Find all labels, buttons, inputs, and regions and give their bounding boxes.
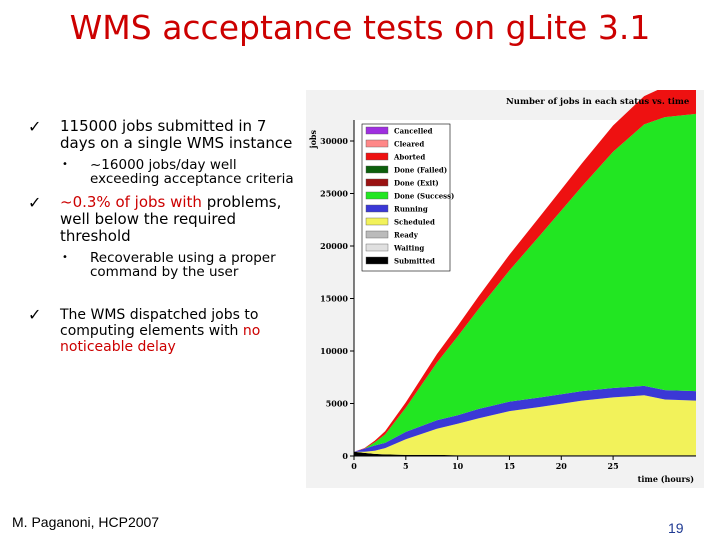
legend-swatch — [365, 191, 389, 200]
area-submitted — [354, 451, 696, 456]
sub-bullet-recoverable: • Recoverable using a proper command by … — [28, 251, 303, 279]
area-running — [354, 385, 696, 452]
x-tick-label: 10 — [452, 461, 464, 471]
y-axis-label: jobs — [308, 130, 318, 150]
sub-bullet-text: Recoverable using a proper command by th… — [90, 250, 276, 280]
x-axis-label: time (hours) — [638, 474, 695, 484]
x-tick-label: 25 — [608, 461, 619, 471]
y-tick-label: 20000 — [320, 241, 348, 251]
area-scheduled — [354, 395, 696, 456]
sub-bullet-text-b: exceeding acceptance criteria — [90, 171, 294, 187]
page-number: 19 — [668, 520, 684, 536]
legend-swatch — [365, 165, 389, 174]
legend-swatch — [365, 139, 389, 148]
bullet-text-red: ~0.3% of jobs with — [60, 193, 202, 211]
x-tick-label: 0 — [351, 461, 357, 471]
y-tick-label: 25000 — [320, 189, 348, 199]
legend-label: Cancelled — [394, 127, 433, 136]
legend-swatch — [365, 126, 389, 135]
axes: 0 5000 10000 15000 20000 25000 30000 0 5 10 15 20 25 — [320, 120, 696, 471]
legend-label: Scheduled — [394, 218, 435, 227]
legend-label: Submitted — [394, 257, 435, 266]
legend-swatch — [365, 152, 389, 161]
legend-swatch — [365, 230, 389, 239]
y-tick-label: 10000 — [320, 346, 348, 356]
footer-author: M. Paganoni, HCP2007 — [12, 514, 160, 530]
bullet-text: 115000 jobs submitted in 7 days on a sin… — [60, 117, 293, 152]
legend-label: Done (Exit) — [394, 179, 439, 188]
legend-swatch — [365, 178, 389, 187]
legend-swatch — [365, 217, 389, 226]
y-tick-label: 0 — [342, 451, 348, 461]
check-icon: ✓ — [28, 305, 42, 324]
bullet-jobs-submitted: ✓ 115000 jobs submitted in 7 days on a s… — [28, 118, 303, 152]
bullet-dot-icon: • — [62, 159, 68, 170]
y-tick-label: 15000 — [320, 294, 348, 304]
legend: Cancelled Cleared Aborted Done (Failed) Done… — [361, 123, 454, 272]
area-layers — [354, 90, 696, 456]
sub-bullet-jobs-per-day: • ~16000 jobs/day well exceeding accepta… — [28, 158, 303, 186]
bullet-text-red: no noticeable delay — [60, 323, 261, 355]
y-tick-label: 30000 — [320, 136, 348, 146]
chart-title: Number of jobs in each status vs. time — [506, 97, 690, 107]
legend-label: Running — [394, 205, 428, 214]
x-tick-label: 5 — [403, 461, 409, 471]
bullet-dispatch: ✓ The WMS dispatched jobs to computing e… — [28, 305, 303, 356]
check-icon: ✓ — [28, 193, 42, 212]
legend-label: Waiting — [393, 244, 424, 253]
bullet-jobs-problems: ✓ ~0.3% of jobs with problems, well belo… — [28, 194, 303, 245]
area-done-success — [354, 113, 696, 452]
y-tick-label: 5000 — [326, 399, 349, 409]
legend-label: Cleared — [394, 140, 424, 149]
legend-label: Aborted — [393, 153, 425, 162]
bullet-dot-icon: • — [62, 252, 68, 263]
x-tick-label: 20 — [556, 461, 568, 471]
job-status-chart: 0 5000 10000 15000 20000 25000 30000 0 5 10 15 20 25… — [306, 90, 704, 488]
sub-bullet-text-a: ~16000 jobs/day well — [90, 157, 237, 173]
legend-swatch — [365, 243, 389, 252]
x-tick-label: 15 — [504, 461, 515, 471]
bullet-list: ✓ 115000 jobs submitted in 7 days on a s… — [28, 118, 303, 361]
legend-swatch — [365, 204, 389, 213]
legend-label: Done (Success) — [394, 192, 454, 201]
slide-title: WMS acceptance tests on gLite 3.1 — [69, 8, 651, 47]
legend-label: Done (Failed) — [394, 166, 447, 175]
legend-swatch — [365, 256, 389, 265]
bullet-text: problems, well below the required thresh… — [60, 193, 282, 245]
legend-label: Ready — [394, 231, 419, 240]
bullet-text: The WMS dispatched jobs to computing ele… — [60, 307, 259, 339]
check-icon: ✓ — [28, 117, 42, 136]
